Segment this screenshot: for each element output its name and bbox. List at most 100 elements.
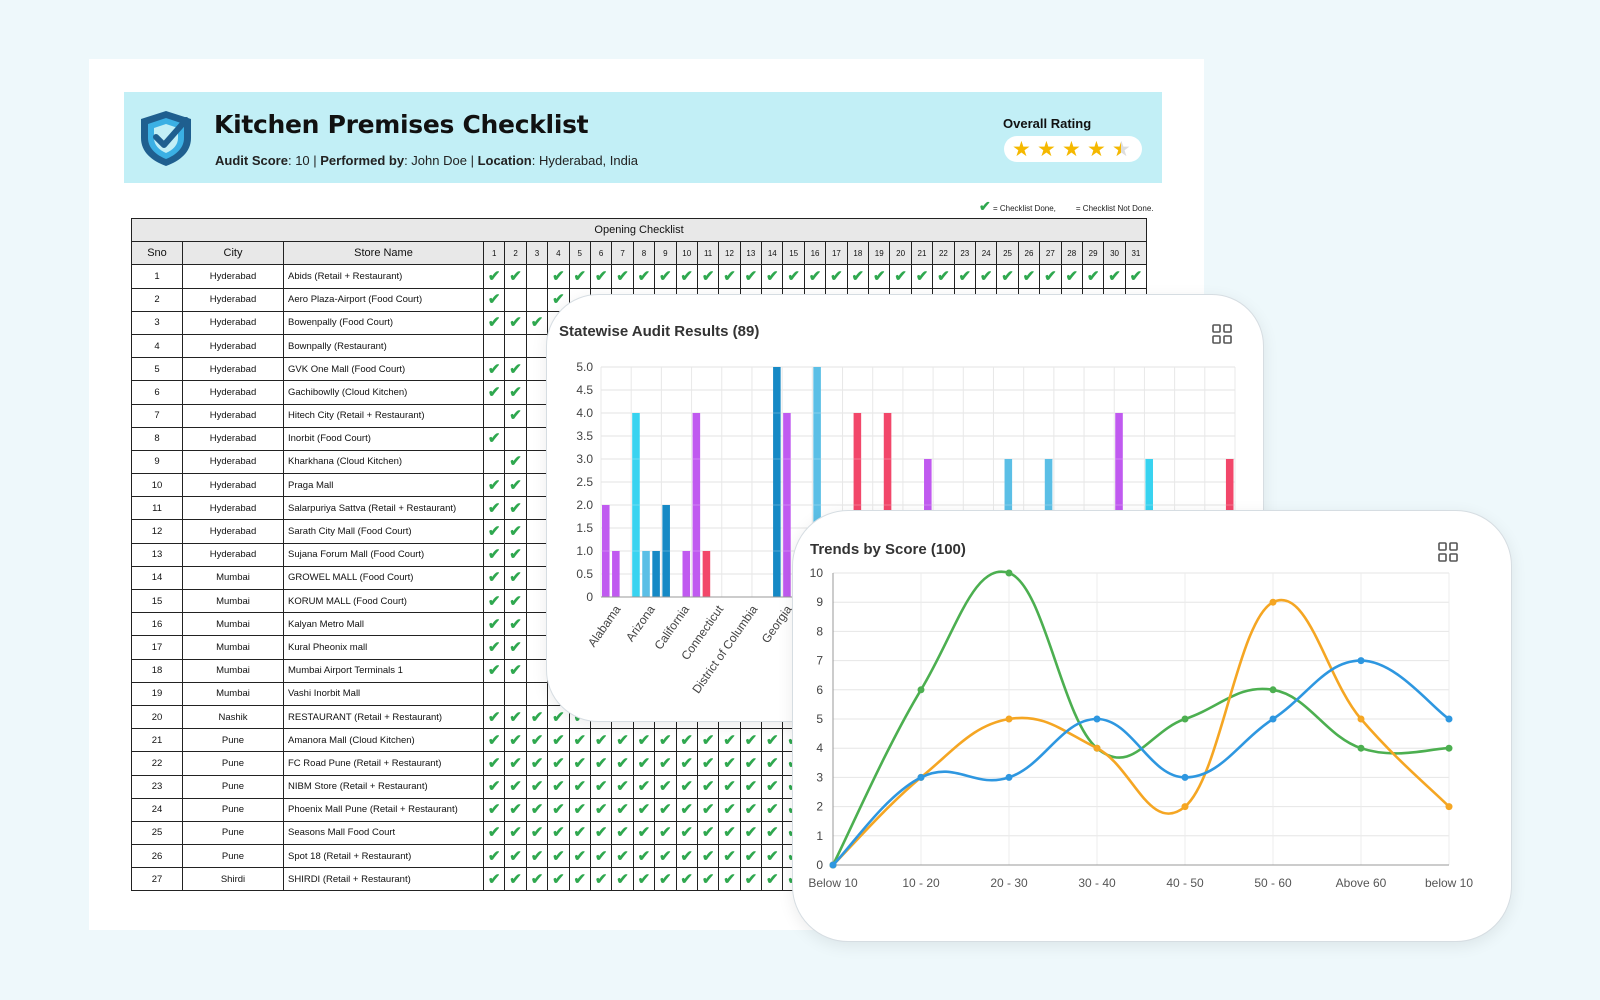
- check-cell[interactable]: ✔: [1039, 264, 1062, 289]
- check-cell[interactable]: ✔: [761, 774, 784, 799]
- check-cell[interactable]: ✔: [611, 774, 634, 799]
- data-point[interactable]: [1005, 773, 1013, 781]
- check-cell[interactable]: ✔: [761, 751, 784, 776]
- check-cell[interactable]: ✔: [525, 844, 549, 869]
- data-point[interactable]: [1181, 773, 1189, 781]
- check-cell[interactable]: ✔: [696, 844, 720, 869]
- check-cell[interactable]: ✔: [632, 774, 656, 799]
- check-cell[interactable]: ✔: [761, 264, 784, 289]
- check-cell[interactable]: ✔: [482, 704, 506, 730]
- check-cell[interactable]: ✔: [1081, 264, 1105, 289]
- check-cell[interactable]: ✔: [482, 473, 506, 498]
- check-cell[interactable]: ✔: [632, 751, 656, 776]
- check-cell[interactable]: ✔: [504, 357, 527, 382]
- check-cell[interactable]: ✔: [504, 403, 527, 428]
- check-cell[interactable]: ✔: [482, 264, 506, 289]
- check-cell[interactable]: [482, 449, 506, 475]
- check-cell[interactable]: ✔: [568, 820, 591, 846]
- check-cell[interactable]: ✔: [739, 797, 763, 822]
- check-cell[interactable]: [504, 426, 527, 451]
- check-cell[interactable]: ✔: [568, 751, 591, 776]
- check-cell[interactable]: ✔: [482, 635, 506, 660]
- grid-icon[interactable]: [1438, 542, 1458, 562]
- grid-icon[interactable]: [1212, 324, 1232, 344]
- check-cell[interactable]: ✔: [589, 728, 613, 753]
- check-cell[interactable]: ✔: [482, 565, 506, 591]
- check-cell[interactable]: ✔: [825, 264, 848, 289]
- check-cell[interactable]: [504, 681, 527, 706]
- check-cell[interactable]: ✔: [654, 867, 677, 892]
- check-cell[interactable]: [482, 403, 506, 428]
- check-cell[interactable]: ✔: [504, 774, 527, 799]
- check-cell[interactable]: ✔: [718, 820, 741, 846]
- check-cell[interactable]: ✔: [654, 774, 677, 799]
- check-cell[interactable]: ✔: [525, 820, 549, 846]
- check-cell[interactable]: ✔: [632, 867, 656, 892]
- check-cell[interactable]: ✔: [868, 264, 891, 289]
- check-cell[interactable]: ✔: [504, 728, 527, 753]
- check-cell[interactable]: ✔: [739, 844, 763, 869]
- check-cell[interactable]: [525, 542, 549, 567]
- data-point[interactable]: [1093, 715, 1101, 723]
- check-cell[interactable]: ✔: [1060, 264, 1083, 289]
- check-cell[interactable]: ✔: [718, 264, 741, 289]
- check-cell[interactable]: [525, 287, 549, 312]
- check-cell[interactable]: ✔: [547, 751, 570, 776]
- data-point[interactable]: [1005, 569, 1013, 577]
- check-cell[interactable]: ✔: [654, 751, 677, 776]
- check-cell[interactable]: ✔: [525, 867, 549, 892]
- check-cell[interactable]: ✔: [910, 264, 934, 289]
- data-point[interactable]: [1181, 715, 1189, 723]
- check-cell[interactable]: ✔: [632, 844, 656, 869]
- check-cell[interactable]: ✔: [504, 519, 527, 544]
- check-cell[interactable]: ✔: [718, 867, 741, 892]
- data-point[interactable]: [1357, 657, 1365, 665]
- check-cell[interactable]: ✔: [482, 867, 506, 892]
- check-cell[interactable]: ✔: [547, 264, 570, 289]
- check-cell[interactable]: ✔: [739, 751, 763, 776]
- check-cell[interactable]: [525, 403, 549, 428]
- check-cell[interactable]: ✔: [632, 728, 656, 753]
- check-cell[interactable]: ✔: [525, 728, 549, 753]
- check-cell[interactable]: ✔: [846, 264, 870, 289]
- check-cell[interactable]: ✔: [1124, 264, 1148, 289]
- check-cell[interactable]: ✔: [654, 820, 677, 846]
- check-cell[interactable]: ✔: [761, 844, 784, 869]
- check-cell[interactable]: ✔: [761, 867, 784, 892]
- check-cell[interactable]: [504, 333, 527, 359]
- check-cell[interactable]: ✔: [654, 264, 677, 289]
- check-cell[interactable]: ✔: [632, 820, 656, 846]
- check-cell[interactable]: [525, 264, 549, 289]
- check-cell[interactable]: ✔: [611, 751, 634, 776]
- check-cell[interactable]: ✔: [568, 264, 591, 289]
- check-cell[interactable]: ✔: [761, 797, 784, 822]
- check-cell[interactable]: ✔: [632, 797, 656, 822]
- check-cell[interactable]: ✔: [654, 797, 677, 822]
- check-cell[interactable]: ✔: [739, 820, 763, 846]
- check-cell[interactable]: ✔: [547, 820, 570, 846]
- check-cell[interactable]: ✔: [482, 310, 506, 335]
- check-cell[interactable]: ✔: [482, 797, 506, 822]
- check-cell[interactable]: ✔: [696, 867, 720, 892]
- check-cell[interactable]: ✔: [974, 264, 998, 289]
- check-cell[interactable]: ✔: [568, 844, 591, 869]
- check-cell[interactable]: ✔: [696, 820, 720, 846]
- check-cell[interactable]: ✔: [482, 751, 506, 776]
- check-cell[interactable]: ✔: [953, 264, 976, 289]
- check-cell[interactable]: ✔: [547, 844, 570, 869]
- check-cell[interactable]: ✔: [739, 264, 763, 289]
- check-cell[interactable]: ✔: [482, 844, 506, 869]
- check-cell[interactable]: [525, 426, 549, 451]
- check-cell[interactable]: ✔: [589, 774, 613, 799]
- check-cell[interactable]: ✔: [589, 844, 613, 869]
- check-cell[interactable]: ✔: [504, 588, 527, 614]
- check-cell[interactable]: ✔: [739, 728, 763, 753]
- data-point[interactable]: [1445, 715, 1453, 723]
- check-cell[interactable]: [482, 681, 506, 706]
- check-cell[interactable]: ✔: [504, 797, 527, 822]
- check-cell[interactable]: ✔: [482, 820, 506, 846]
- check-cell[interactable]: ✔: [589, 867, 613, 892]
- check-cell[interactable]: ✔: [654, 844, 677, 869]
- check-cell[interactable]: [525, 519, 549, 544]
- check-cell[interactable]: [525, 473, 549, 498]
